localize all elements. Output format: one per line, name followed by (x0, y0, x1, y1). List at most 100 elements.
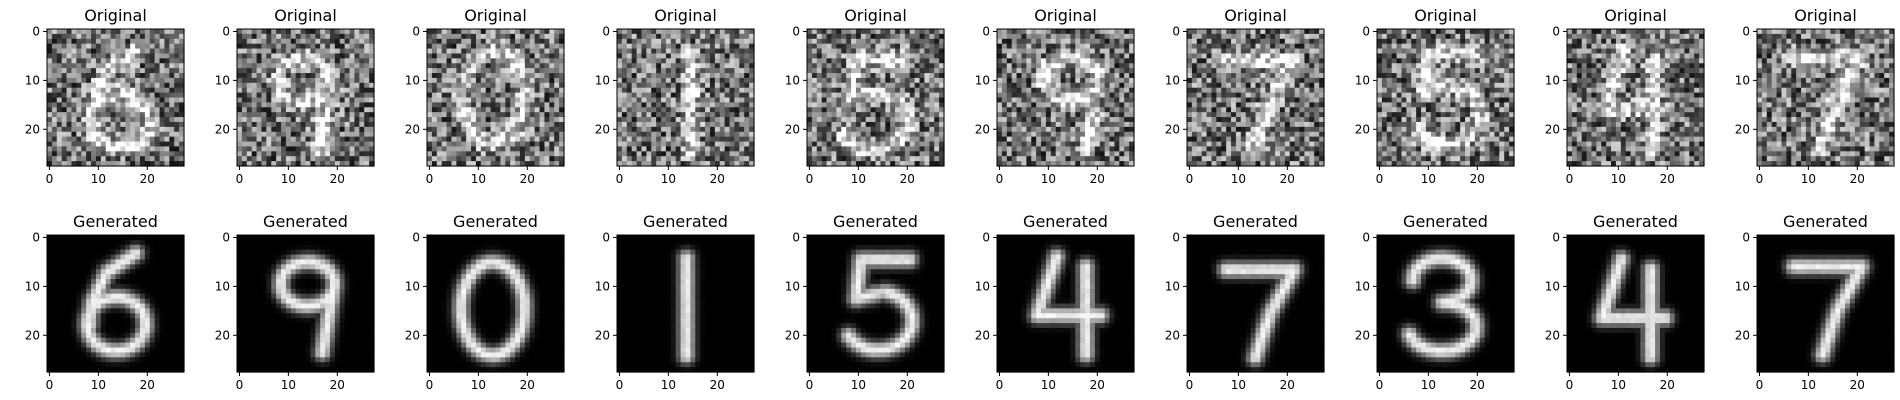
pixel (549, 53, 555, 59)
pixel (851, 73, 857, 79)
pixel (1099, 156, 1106, 162)
pixel (651, 68, 657, 74)
pixel (695, 141, 701, 148)
pixel (1119, 121, 1125, 128)
pixel (924, 53, 930, 59)
pixel (251, 151, 258, 157)
pixel (1036, 121, 1042, 128)
pixel (76, 82, 82, 89)
pixel (47, 87, 53, 94)
pixel (47, 53, 53, 59)
pixel (1070, 112, 1076, 118)
pixel (1055, 156, 1062, 162)
pixel (549, 141, 555, 148)
pixel (95, 117, 102, 123)
pixel (276, 68, 282, 74)
y-tick-label: 10 (405, 73, 420, 87)
pixel (929, 112, 935, 118)
pixel (934, 136, 940, 143)
pixel (500, 63, 506, 69)
pixel (519, 43, 526, 50)
pixel (251, 121, 258, 128)
pixel (534, 131, 541, 138)
pixel (115, 77, 121, 84)
pixel (349, 112, 356, 118)
pixel (1006, 92, 1013, 99)
pixel (860, 97, 867, 103)
pixel (451, 87, 457, 94)
pixel (271, 117, 277, 123)
x-tick-label: 0 (996, 172, 1004, 186)
pixel (125, 92, 131, 99)
pixel (1089, 121, 1096, 128)
pixel (110, 121, 117, 128)
pixel (354, 68, 360, 74)
pixel (100, 131, 107, 138)
pixel (665, 97, 672, 103)
pixel (1124, 68, 1130, 74)
pixel (125, 117, 131, 123)
pixel (174, 151, 180, 157)
pixel (646, 38, 652, 45)
pixel (831, 87, 837, 94)
pixel (329, 131, 336, 138)
pixel (110, 48, 117, 55)
pixel (164, 156, 170, 162)
pixel (1006, 97, 1013, 103)
pixel (719, 151, 726, 157)
pixel (695, 126, 701, 133)
pixel (354, 43, 360, 50)
pixel (86, 107, 92, 113)
pixel (836, 68, 842, 74)
pixel (851, 33, 857, 40)
pixel (1045, 82, 1052, 89)
pixel (154, 136, 161, 143)
pixel (110, 151, 117, 157)
pixel (939, 43, 945, 50)
pixel (1109, 38, 1116, 45)
pixel (310, 63, 316, 69)
pixel (71, 77, 77, 84)
pixel (870, 92, 877, 99)
pixel (256, 53, 263, 59)
pixel (1045, 117, 1052, 123)
pixel (559, 63, 565, 69)
pixel (656, 107, 662, 113)
pixel (690, 77, 696, 84)
pixel (744, 92, 750, 99)
pixel (554, 87, 560, 94)
pixel (811, 112, 818, 118)
pixel (714, 126, 721, 133)
pixel (670, 73, 677, 79)
pixel (1011, 97, 1018, 103)
pixel (95, 121, 102, 128)
pixel (1070, 58, 1076, 64)
pixel (485, 161, 492, 167)
pixel (1011, 33, 1018, 40)
pixel (919, 112, 926, 118)
pixel (807, 48, 813, 55)
pixel (1240, 58, 1247, 64)
pixel (1104, 97, 1111, 103)
pixel (456, 77, 462, 84)
pixel (621, 92, 628, 99)
pixel (811, 43, 818, 50)
pixel (1050, 117, 1057, 123)
pixel (524, 53, 531, 59)
pixel (661, 87, 667, 94)
pixel (621, 68, 628, 74)
pixel (641, 29, 647, 35)
pixel (1099, 97, 1106, 103)
pixel (1114, 63, 1120, 69)
pixel (1250, 33, 1257, 40)
pixel (744, 33, 750, 40)
pixel (885, 161, 891, 167)
pixel (446, 121, 453, 128)
pixel (130, 151, 136, 157)
pixel (169, 33, 175, 40)
pixel (626, 43, 633, 50)
pixel (1109, 97, 1116, 103)
pixel (1289, 53, 1296, 59)
pixel (149, 77, 156, 84)
pixel (305, 121, 311, 128)
